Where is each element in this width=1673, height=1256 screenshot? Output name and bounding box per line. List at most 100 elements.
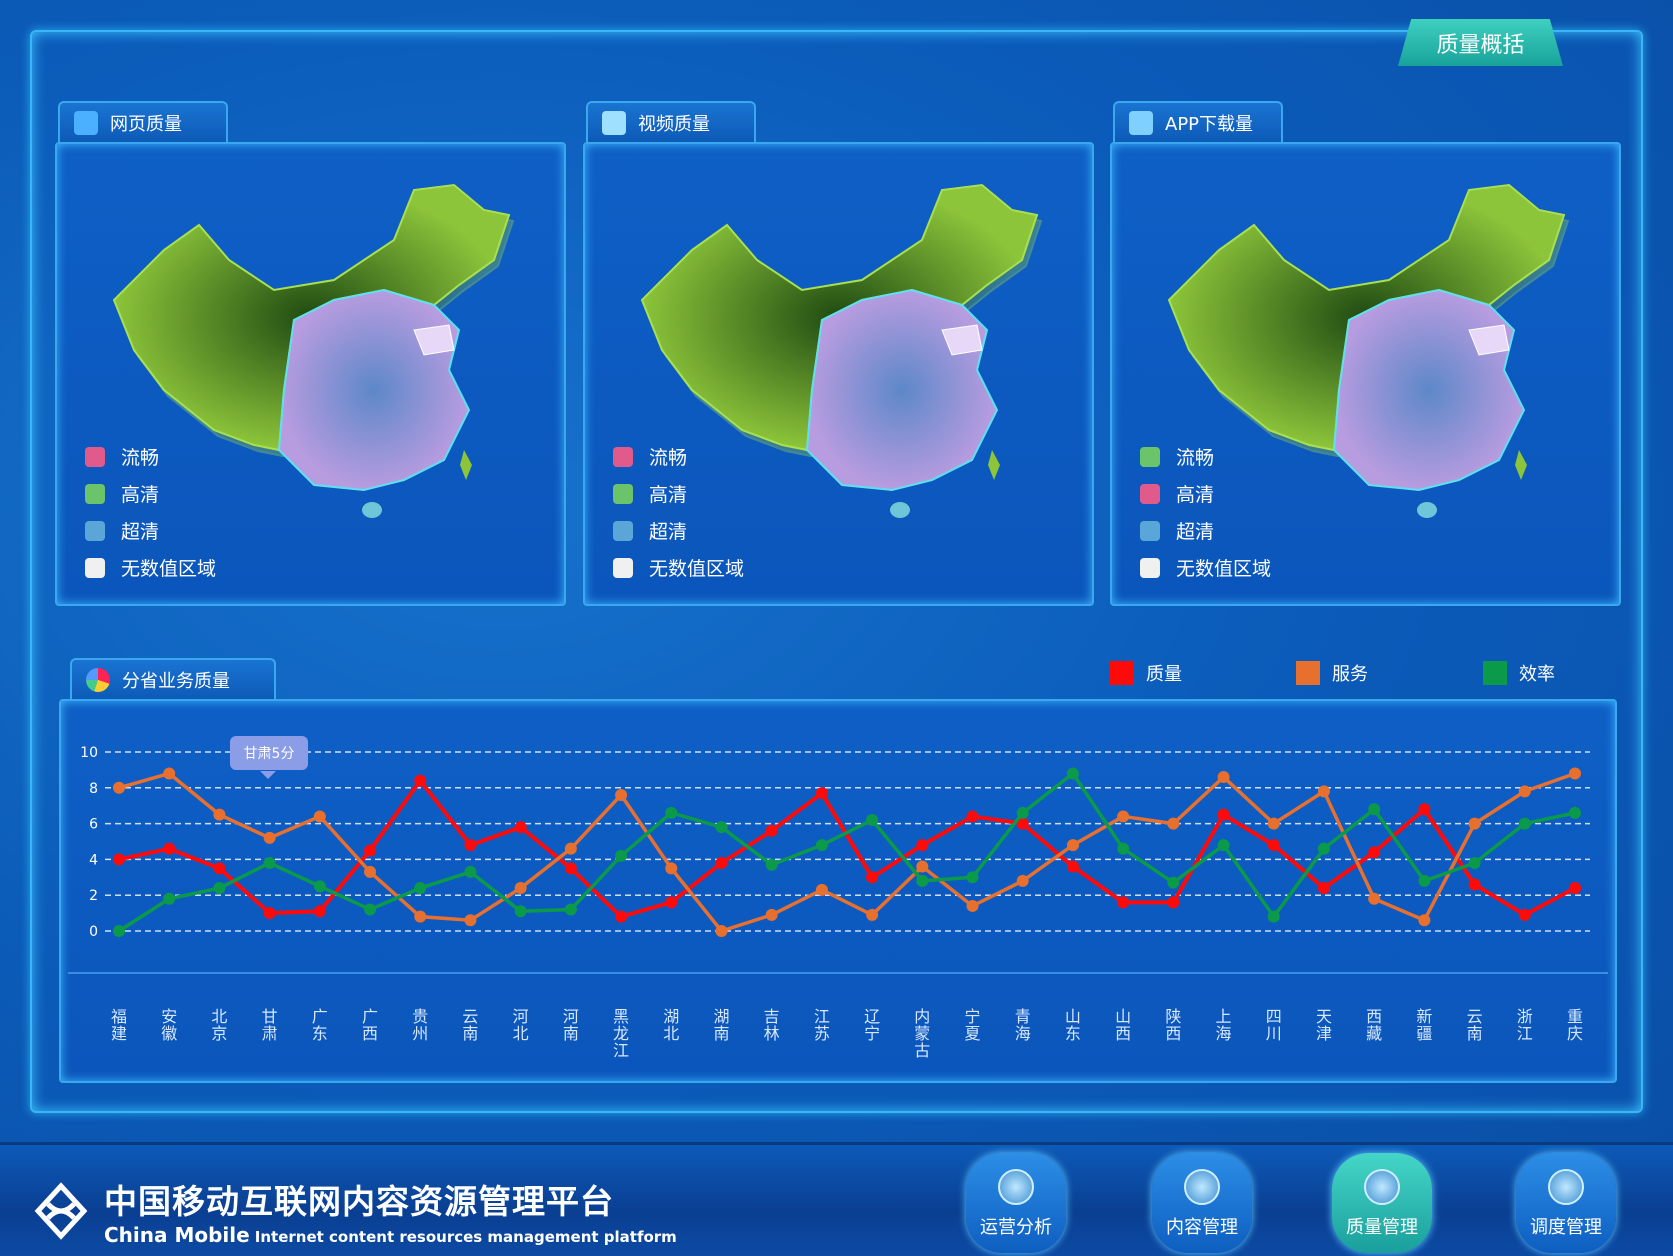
nav-label: 调度管理 <box>1530 1217 1602 1238</box>
chart-section-tab: 分省业务质量 <box>70 658 276 699</box>
china-map[interactable] <box>632 180 1072 540</box>
map-legend: 流畅高清超清无数值区域 <box>613 438 744 586</box>
nav-label: 质量管理 <box>1346 1217 1418 1238</box>
panel-tab-0: 网页质量 <box>58 101 228 142</box>
chart-legend-item[interactable]: 质量 <box>1110 660 1182 686</box>
legend-item[interactable]: 无数值区域 <box>1140 549 1271 586</box>
legend-item[interactable]: 高清 <box>1140 475 1271 512</box>
legend-label: 流畅 <box>649 447 688 469</box>
tooltip-text: 甘肃5分 <box>243 746 295 762</box>
x-tick-label: 山东 <box>1064 1007 1081 1043</box>
x-tick-label: 重庆 <box>1566 1007 1583 1043</box>
legend-swatch <box>613 446 633 467</box>
x-tick-label: 北京 <box>211 1007 228 1043</box>
legend-swatch <box>613 557 633 578</box>
china-mobile-logo-icon <box>34 1182 88 1240</box>
legend-item[interactable]: 流畅 <box>1140 438 1271 475</box>
x-tick-label: 四川 <box>1265 1007 1282 1043</box>
nav-button-1[interactable]: 内容管理 <box>1152 1153 1252 1253</box>
legend-swatch <box>85 446 105 467</box>
map-legend: 流畅高清超清无数值区域 <box>85 438 216 586</box>
legend-item[interactable]: 超清 <box>613 512 744 549</box>
x-tick-label: 新疆 <box>1416 1007 1433 1043</box>
nav-icon <box>1548 1169 1584 1205</box>
x-tick-label: 广东 <box>311 1007 328 1043</box>
panel-title: 网页质量 <box>110 113 182 135</box>
legend-swatch <box>85 520 105 541</box>
x-tick-label: 甘肃 <box>261 1007 278 1043</box>
x-tick-label: 上海 <box>1215 1007 1232 1043</box>
legend-item[interactable]: 高清 <box>85 475 216 512</box>
x-tick-label: 湖北 <box>663 1007 680 1043</box>
legend-item[interactable]: 无数值区域 <box>85 549 216 586</box>
nav-button-3[interactable]: 调度管理 <box>1516 1153 1616 1253</box>
china-map[interactable] <box>1159 180 1599 540</box>
map-panel-2: 流畅高清 超清无数值区域 <box>1110 142 1621 606</box>
china-map[interactable] <box>104 180 544 540</box>
nav-icon <box>998 1169 1034 1205</box>
x-tick-label: 青海 <box>1014 1007 1031 1043</box>
legend-label: 流畅 <box>1176 447 1215 469</box>
x-tick-label: 内蒙古 <box>914 1007 931 1060</box>
x-tick-label: 山西 <box>1115 1007 1132 1043</box>
legend-label: 超清 <box>649 521 688 543</box>
map-panel-1: 流畅高清超清无数值区域 <box>583 142 1094 606</box>
platform-title: 中国移动互联网内容资源管理平台 <box>104 1182 614 1221</box>
legend-swatch <box>1140 483 1160 504</box>
legend-item[interactable]: 无数值区域 <box>613 549 744 586</box>
web-icon <box>74 110 98 135</box>
x-tick-label: 吉林 <box>763 1007 780 1043</box>
nav-label: 内容管理 <box>1166 1217 1238 1238</box>
legend-label: 无数值区域 <box>1176 558 1272 580</box>
legend-swatch <box>1140 446 1160 467</box>
legend-swatch <box>1110 661 1134 685</box>
legend-swatch <box>613 520 633 541</box>
map-legend: 流畅高清 超清无数值区域 <box>1140 438 1271 586</box>
legend-swatch <box>613 483 633 504</box>
x-tick-label: 云南 <box>1466 1007 1483 1043</box>
nav-button-0[interactable]: 运营分析 <box>966 1153 1066 1253</box>
chart-section-title: 分省业务质量 <box>122 670 230 692</box>
nav-label: 运营分析 <box>980 1217 1052 1238</box>
nav-icon <box>1184 1169 1220 1205</box>
x-tick-label: 河北 <box>512 1007 529 1043</box>
legend-label: 高清 <box>121 484 160 506</box>
x-tick-label: 湖南 <box>713 1007 730 1043</box>
x-tick-label: 浙江 <box>1516 1007 1533 1043</box>
nav-button-2[interactable]: 质量管理 <box>1332 1153 1432 1253</box>
legend-label: 效率 <box>1519 664 1555 685</box>
legend-label: 无数值区域 <box>649 558 745 580</box>
chart-legend-item[interactable]: 效率 <box>1483 660 1555 686</box>
legend-item[interactable]: 流畅 <box>613 438 744 475</box>
legend-label: 无数值区域 <box>121 558 217 580</box>
chart-legend-item[interactable]: 服务 <box>1296 660 1368 686</box>
x-tick-label: 西藏 <box>1366 1007 1383 1043</box>
legend-item[interactable]: 流畅 <box>85 438 216 475</box>
panel-title: APP下载量 <box>1165 113 1254 135</box>
legend-swatch <box>85 557 105 578</box>
footer-bar: 中国移动互联网内容资源管理平台 China Mobile Internet co… <box>0 1142 1673 1256</box>
legend-item[interactable]: 高清 <box>613 475 744 512</box>
legend-item[interactable]: 超清 <box>85 512 216 549</box>
nav-icon <box>1364 1169 1400 1205</box>
legend-swatch <box>1483 661 1507 685</box>
legend-label: 服务 <box>1332 664 1368 685</box>
legend-swatch <box>1140 557 1160 578</box>
x-tick-label: 云南 <box>462 1007 479 1043</box>
x-tick-label: 河南 <box>562 1007 579 1043</box>
panel-tab-2: APP下载量 <box>1113 101 1283 142</box>
x-tick-label: 陕西 <box>1165 1007 1182 1043</box>
legend-label: 质量 <box>1146 664 1182 685</box>
download-icon <box>1129 110 1153 135</box>
map-panel-0: 流畅高清超清无数值区域 <box>55 142 566 606</box>
legend-item[interactable]: 超清 <box>1140 512 1271 549</box>
legend-swatch <box>1140 520 1160 541</box>
x-tick-label: 福建 <box>110 1007 127 1043</box>
x-tick-label: 广西 <box>362 1007 379 1043</box>
x-tick-label: 安徽 <box>161 1007 178 1043</box>
x-tick-label: 辽宁 <box>864 1007 881 1043</box>
panel-title: 视频质量 <box>638 113 710 135</box>
tab-quality-overview[interactable]: 质量概括 <box>1398 19 1563 66</box>
platform-title-en: Internet content resources management pl… <box>254 1228 677 1246</box>
panel-tab-1: 视频质量 <box>586 101 756 142</box>
